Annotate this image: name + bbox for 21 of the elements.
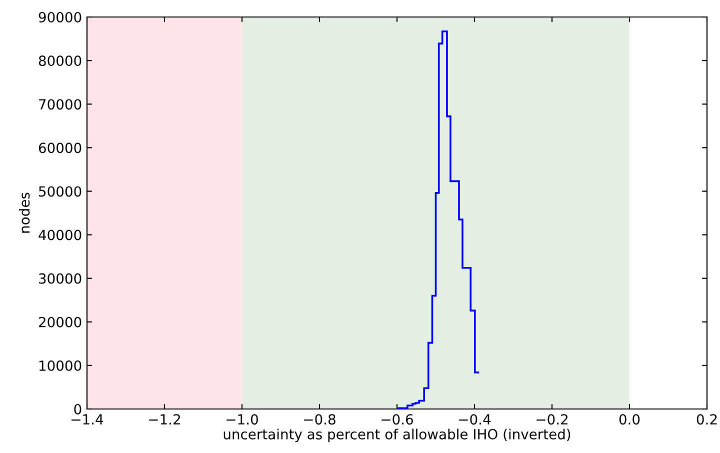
y-tick-label: 50000 <box>39 186 82 197</box>
x-tick-label: −1.2 <box>149 414 180 424</box>
y-tick-label: 30000 <box>39 273 82 284</box>
y-tick-label: 80000 <box>38 56 82 66</box>
x-tick-label: 0.0 <box>619 414 640 425</box>
x-tick-label: −0.2 <box>536 414 568 425</box>
y-tick-label: 40000 <box>38 230 82 240</box>
x-tick-label: −1.0 <box>226 414 258 425</box>
y-tick-label: 20000 <box>38 316 82 328</box>
y-tick-label: 60000 <box>38 142 82 154</box>
x-tick-label: −0.4 <box>459 414 491 425</box>
x-axis-title: uncertainty as percent of allowable IHO (inverted) <box>224 428 570 442</box>
y-tick-label: 90000 <box>38 12 82 22</box>
x-tick-label: −1.4 <box>72 414 104 424</box>
x-tick-label: −0.8 <box>304 414 336 425</box>
y-tick-label: 70000 <box>39 99 82 110</box>
y-tick-label: 0 <box>74 404 82 414</box>
y-tick-label: 10000 <box>39 360 82 371</box>
x-tick-label: −0.6 <box>382 414 413 425</box>
y-axis-title: nodes <box>18 192 30 233</box>
x-tick-label: 0.2 <box>696 414 717 425</box>
